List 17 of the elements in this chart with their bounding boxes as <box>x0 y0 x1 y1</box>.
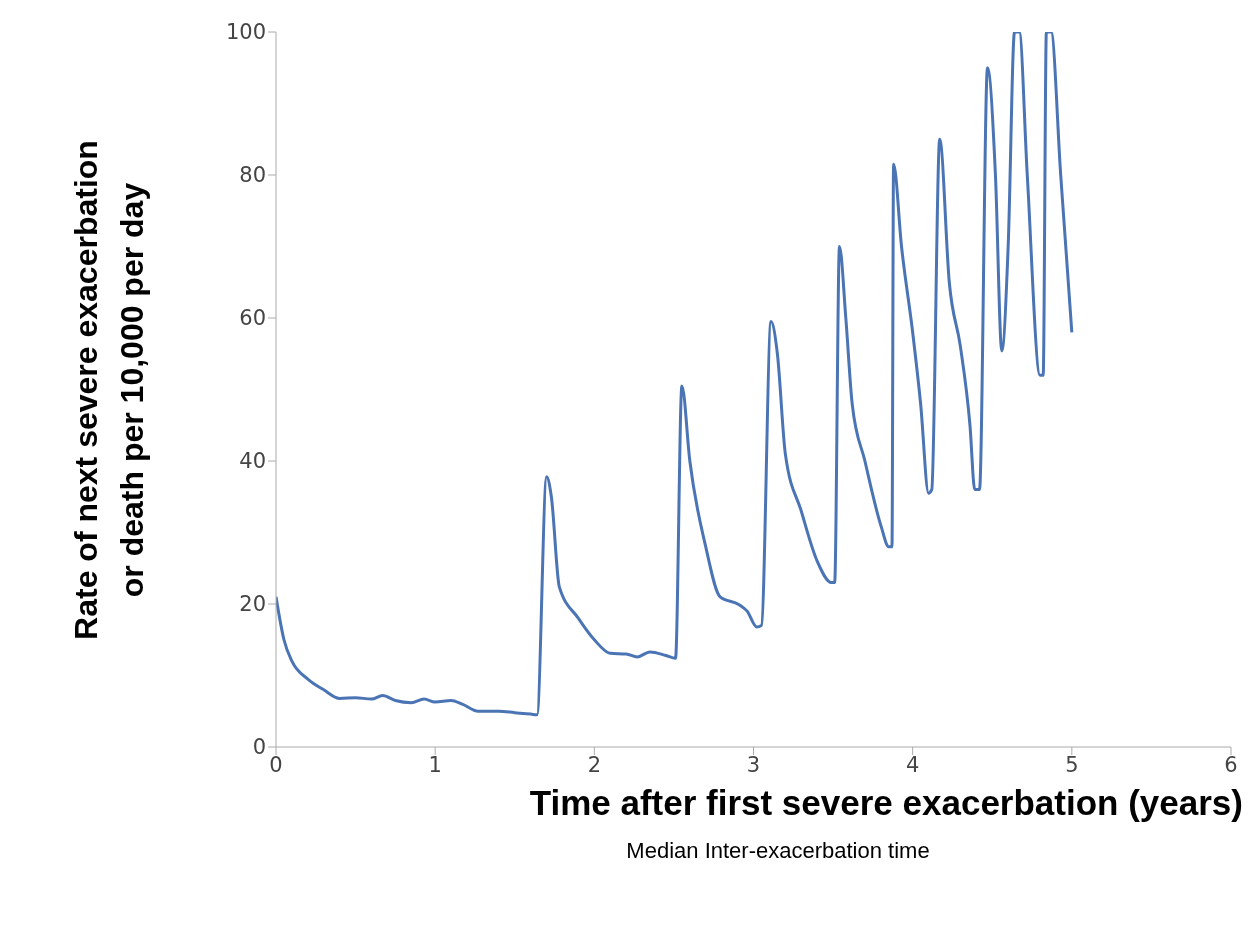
x-tick-label: 5 <box>1065 752 1079 777</box>
x-tick-label: 1 <box>428 752 442 777</box>
y-tick-label: 20 <box>239 592 266 617</box>
x-tick-label: 3 <box>746 752 761 777</box>
y-tick-label: 60 <box>239 306 266 331</box>
x-axis-title: Time after first severe exacerbation (years) <box>528 783 1243 823</box>
line-series <box>276 32 1074 717</box>
text: Median Inter-exacerbation time <box>625 838 931 864</box>
y-tick-label: 80 <box>239 163 266 188</box>
y-tick-label: 40 <box>239 449 266 474</box>
x-tick-label: 2 <box>587 752 602 777</box>
x-tick-label: 6 <box>1224 752 1238 777</box>
y-tick-label: 100 <box>225 20 266 45</box>
y-tick-label: 0 <box>252 735 266 760</box>
x-tick-label: 4 <box>905 752 920 777</box>
y-axis-title: Rate of next severe exacerbation or death per 10,000 per day <box>66 138 151 642</box>
x-tick-label: 0 <box>269 752 283 777</box>
